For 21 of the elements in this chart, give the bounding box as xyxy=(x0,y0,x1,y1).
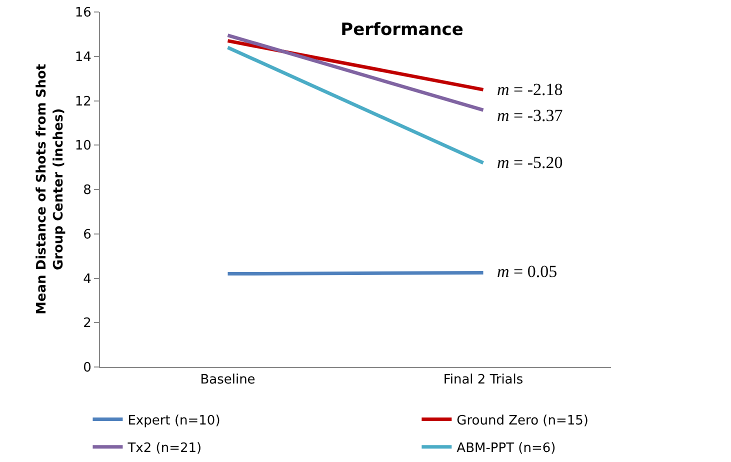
y-tick-label: 10 xyxy=(74,138,92,154)
annotation: m = -5.20 xyxy=(497,153,563,172)
y-tick-label: 14 xyxy=(74,50,92,65)
annotation: m = -3.37 xyxy=(497,106,564,125)
x-tick-label: Baseline xyxy=(200,372,256,388)
annotation: m = -2.18 xyxy=(497,80,563,99)
x-tick-label: Final 2 Trials xyxy=(443,372,524,388)
y-tick-label: 6 xyxy=(83,227,92,242)
text: Performance xyxy=(340,20,464,40)
annotation: m = 0.05 xyxy=(497,262,558,281)
y-tick-label: 4 xyxy=(83,272,92,287)
y-tick-label: 8 xyxy=(83,183,92,198)
legend-label: Ground Zero (n=15) xyxy=(456,413,588,428)
y-tick-label: 2 xyxy=(83,316,92,332)
y-axis-title: Mean Distance of Shots from Shot Group Center (inches) xyxy=(34,64,66,314)
y-tick-label: 12 xyxy=(74,94,92,110)
y-tick-label: 0 xyxy=(83,360,92,376)
legend-label: ABM-PPT (n=6) xyxy=(456,440,556,456)
legend-label: Expert (n=10) xyxy=(128,413,220,428)
y-tick-label: 16 xyxy=(74,6,92,21)
legend-label: Tx2 (n=21) xyxy=(126,440,202,456)
